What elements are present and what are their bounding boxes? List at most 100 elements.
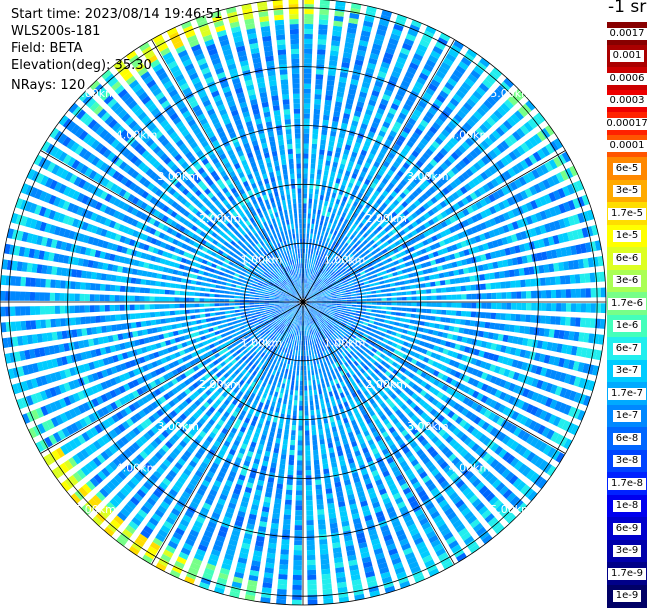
gate-cell [395,282,401,286]
gate-cell [308,345,310,350]
gate-cell [296,495,303,500]
gate-cell [324,105,331,111]
gate-cell [386,293,391,296]
gate-cell [311,345,313,350]
gate-cell [391,307,396,310]
gate-cell [524,267,530,275]
gate-cell [316,485,322,490]
gate-cell [304,193,308,198]
gate-cell [322,459,328,465]
gate-cell [560,276,566,285]
gate-cell [310,179,314,184]
gate-cell [441,288,446,293]
gate-cell [305,401,308,406]
gate-cell [310,410,314,415]
gate-cell [335,152,341,158]
gate-cell [366,327,372,331]
gate-cell [596,303,601,313]
gate-cell [317,169,322,175]
gate-cell [325,377,329,383]
gate-cell [361,292,366,295]
gate-cell [545,316,551,324]
gate-cell [342,306,347,308]
gate-cell [306,490,312,495]
gate-cell [313,385,316,390]
gate-cell [225,331,231,335]
gate-cell [521,303,526,310]
gate-cell [506,292,511,299]
gate-cell [304,84,311,89]
gate-cell [294,400,298,405]
gate-cell [292,600,302,605]
gate-cell [330,380,334,386]
gate-cell [316,250,319,255]
gate-cell [273,448,279,454]
gate-cell [314,349,317,354]
gate-cell [274,498,281,504]
gate-cell [321,363,325,368]
gate-cell [381,271,387,275]
gate-cell [286,490,293,496]
gate-cell [389,321,395,325]
gate-cell [318,164,323,170]
gate-cell [275,493,282,499]
gate-cell [519,326,525,334]
gate-cell [318,389,322,394]
gate-cell [308,249,310,254]
gate-cell [287,349,290,354]
gate-cell [318,29,327,35]
gate-cell [407,331,413,336]
gate-cell [524,326,530,334]
gate-cell [328,146,334,152]
gate-cell [591,303,596,312]
gate-cell [304,159,309,164]
gate-cell [481,284,487,290]
gate-cell [304,44,312,49]
gate-cell [293,405,297,410]
gate-cell [566,289,571,298]
gate-cell [311,335,313,340]
gate-cell [268,477,275,483]
gate-cell [571,303,576,312]
gate-cell [307,550,315,555]
gate-cell [380,315,385,318]
gate-cell [304,386,307,391]
gate-cell [313,260,316,265]
gate-cell [418,271,424,276]
gate-cell [374,334,380,339]
gate-cell [435,317,441,322]
gate-cell [298,351,300,356]
gate-cell [546,290,551,298]
gate-cell [322,368,326,373]
gate-cell [332,224,336,230]
gate-cell [337,298,342,300]
gate-cell [412,297,417,301]
gate-cell [317,54,325,60]
gate-cell [351,291,356,294]
gate-cell [601,303,606,313]
gate-cell [275,407,280,413]
gate-cell [329,202,334,208]
gate-cell [304,391,307,396]
gate-cell [356,293,361,295]
gate-cell [308,330,310,335]
gate-cell [322,584,332,590]
gate-cell [445,279,451,284]
gate-cell [301,346,303,351]
gate-cell [471,285,476,291]
gate-cell [314,99,321,104]
gate-cell [285,505,292,511]
gate-cell [283,363,286,368]
gate-cell [278,579,287,585]
gate-cell [284,434,289,440]
gate-cell [325,428,330,434]
gate-cell [278,377,282,383]
gate-cell [341,310,346,312]
gate-cell [307,545,315,550]
gate-cell [456,294,461,299]
gate-cell [571,289,576,298]
gate-cell [337,300,342,301]
gate-cell [346,311,351,314]
gate-cell [327,305,332,307]
gate-cell [318,514,325,520]
